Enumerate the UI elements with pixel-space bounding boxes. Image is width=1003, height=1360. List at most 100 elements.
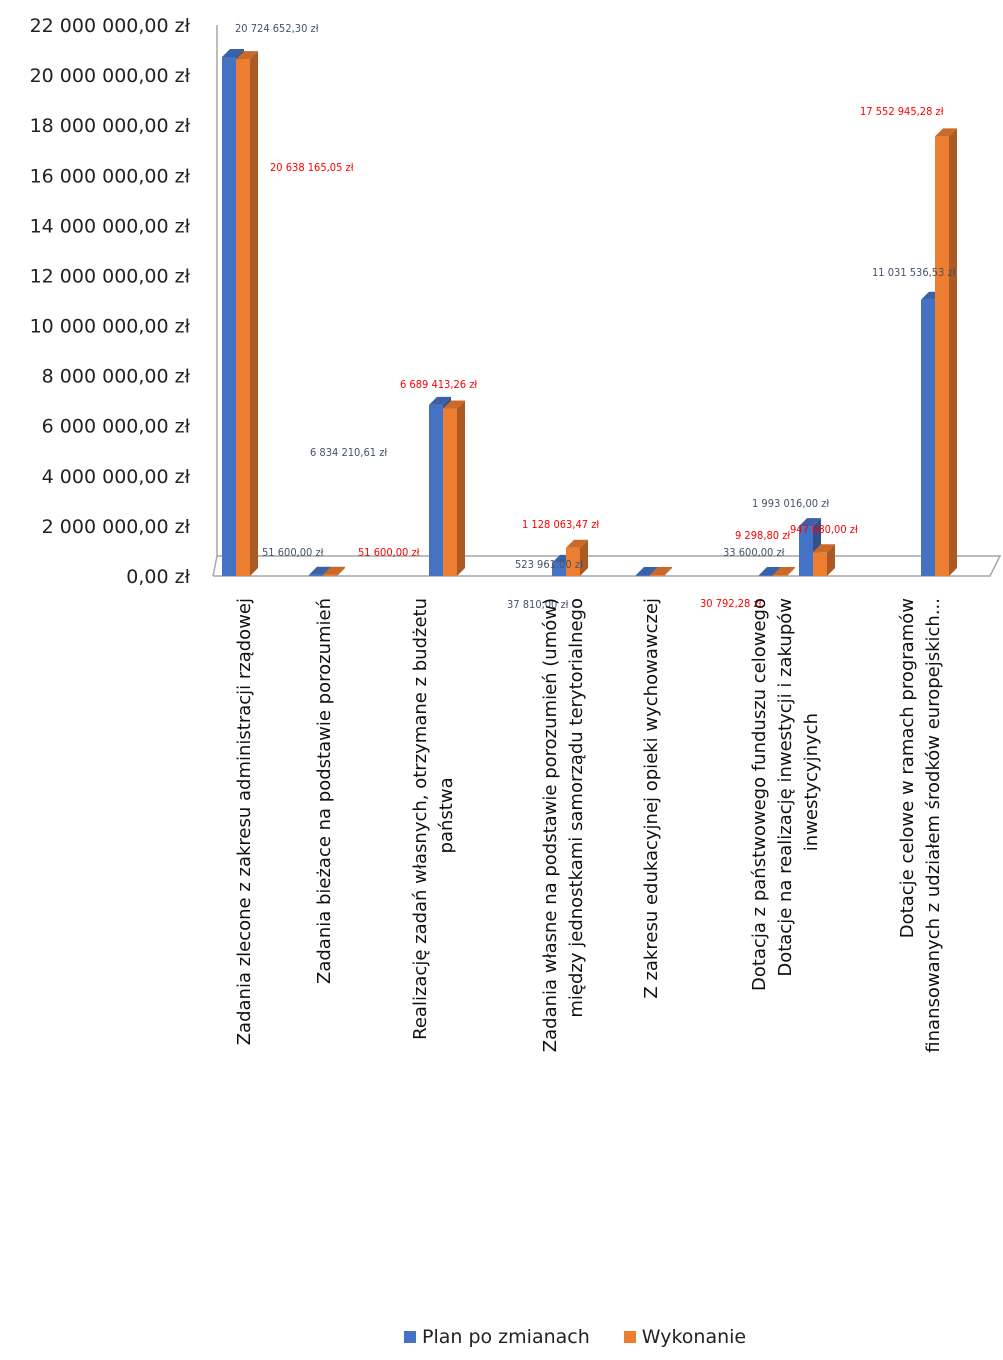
bar-front [443, 408, 457, 576]
bar-front [552, 562, 566, 576]
bar-wykonanie [935, 128, 957, 576]
category-label: Dotacje celowe w ramach programów finanso… [897, 598, 944, 1053]
bar-wykonanie [323, 566, 345, 576]
data-label: 17 552 945,28 zł [860, 105, 944, 118]
data-label: 1 128 063,47 zł [522, 518, 599, 531]
data-label: 51 600,00 zł [262, 546, 324, 559]
legend-swatch-wykonanie [623, 1331, 636, 1343]
bar-front [813, 552, 827, 576]
y-tick-label: 16 000 000,00 zł [30, 165, 191, 187]
y-tick-label: 20 000 000,00 zł [30, 65, 191, 87]
bar-top [566, 539, 588, 548]
data-label: 20 724 652,30 zł [235, 22, 319, 35]
category-label-line: Dotacje na realizację inwestycji i zakup… [775, 598, 796, 977]
legend-label-wykonanie: Wykonanie [641, 1326, 747, 1348]
y-axis-ticks: 0,00 zł 2 000 000,00 zł 4 000 000,00 zł 6 0… [30, 15, 191, 588]
legend-swatch-plan [404, 1331, 416, 1343]
data-label: 20 638 165,05 zł [270, 161, 354, 174]
bar-front [309, 574, 323, 576]
bar-wykonanie [813, 544, 835, 576]
data-label: 6 834 210,61 zł [310, 446, 387, 459]
bar-chart: 0,00 zł 2 000 000,00 zł 4 000 000,00 zł 6 0… [30, 15, 1002, 1053]
bar-top [323, 566, 345, 575]
category-label-line: Realizację zadań własnych, otrzymane z b… [410, 598, 431, 1040]
bar-wykonanie [650, 567, 672, 576]
bar-front [566, 547, 580, 576]
category-label-line: Dotacja z państwowego funduszu celowego [749, 598, 770, 991]
category-label-line: Z zakresu edukacyjnej opieki wychowawcze… [641, 598, 662, 999]
y-tick-label: 10 000 000,00 zł [30, 316, 191, 338]
bar-top [813, 544, 835, 553]
bar-front [236, 59, 250, 576]
category-label-line: finansowanych z udziałem środków europej… [923, 598, 944, 1053]
bar-top [309, 566, 331, 575]
y-tick-label: 6 000 000,00 zł [42, 416, 191, 438]
y-tick-label: 2 000 000,00 zł [42, 516, 191, 538]
category-label-line: Zadania bieżace na podstawie porozumień [314, 598, 335, 984]
category-label: Zadania własne na podstawie porozumień (… [540, 598, 587, 1052]
floor-outline [213, 555, 1002, 577]
bar-side [457, 400, 465, 576]
bar-top [443, 400, 465, 409]
bar-front [650, 575, 664, 576]
category-label-line: inwestycyjnych [801, 713, 822, 851]
bar-wykonanie [443, 400, 465, 576]
category-label-line: między jednostkami samorządu terytorialn… [566, 598, 587, 1018]
bar-side [949, 128, 957, 576]
y-tick-label: 12 000 000,00 zł [30, 265, 191, 287]
bar-top [759, 567, 781, 575]
bar-top [236, 51, 258, 60]
bar-front [935, 136, 949, 576]
bar-side [580, 539, 588, 576]
y-tick-label: 18 000 000,00 zł [30, 115, 191, 137]
y-tick-label: 22 000 000,00 zł [30, 15, 191, 37]
bar-top [935, 128, 957, 137]
category-label: Z zakresu edukacyjnej opieki wychowawcze… [641, 598, 662, 999]
bar-front [222, 56, 236, 577]
bar-top [799, 518, 821, 527]
bar-front [323, 574, 337, 576]
bar-side [664, 567, 672, 576]
data-label: 6 689 413,26 zł [400, 378, 477, 391]
legend-item-plan[interactable]: Plan po zmianach [404, 1326, 590, 1348]
bar-top [222, 48, 244, 57]
bar-top [429, 396, 451, 405]
bar-front [429, 404, 443, 576]
category-label-line: państwa [436, 777, 457, 853]
bar-front [759, 575, 773, 576]
category-labels: Zadania zlecone z zakresu administracji … [234, 598, 944, 1053]
category-label: Zadania bieżace na podstawie porozumień [314, 598, 335, 984]
bar-front [921, 299, 935, 576]
bar-front [799, 526, 813, 576]
y-axis-line [212, 25, 218, 577]
y-tick-label: 0,00 zł [126, 566, 190, 588]
bar-side [787, 567, 795, 576]
data-label: 523 961,00 zł [515, 558, 583, 571]
y-tick-label: 4 000 000,00 zł [42, 466, 191, 488]
y-tick-label: 8 000 000,00 zł [42, 366, 191, 388]
chart-walls [212, 25, 1002, 577]
bar-side [337, 566, 345, 576]
bar-side [827, 544, 835, 576]
bar-wykonanie [566, 539, 588, 576]
data-label: 37 810,00 zł [507, 598, 569, 611]
category-label: Realizację zadań własnych, otrzymane z b… [410, 598, 457, 1040]
bar-top [773, 567, 795, 575]
legend-item-wykonanie[interactable]: Wykonanie [623, 1326, 747, 1348]
category-label-line: Zadania własne na podstawie porozumień (… [540, 598, 561, 1052]
data-label: 9 298,80 zł [735, 529, 790, 542]
bar-wykonanie [236, 51, 258, 576]
data-labels: 20 724 652,30 zł 51 600,00 zł 6 834 210,61… [235, 22, 956, 611]
category-label-line: Dotacje celowe w ramach programów [897, 598, 918, 938]
category-label: Zadania zlecone z zakresu administracji … [234, 598, 255, 1045]
data-label: 30 792,28 zł [700, 597, 762, 610]
data-label: 33 600,00 zł [723, 546, 785, 559]
data-label: 51 600,00 zł [358, 546, 420, 559]
legend-label-plan: Plan po zmianach [422, 1326, 590, 1348]
legend: Plan po zmianach Wykonanie [404, 1326, 780, 1348]
bar-top [650, 567, 672, 575]
bar-top [636, 567, 658, 575]
bar-side [250, 51, 258, 576]
data-label: 1 993 016,00 zł [752, 497, 829, 510]
category-label: Dotacja z państwowego funduszu celowego D… [749, 598, 822, 991]
